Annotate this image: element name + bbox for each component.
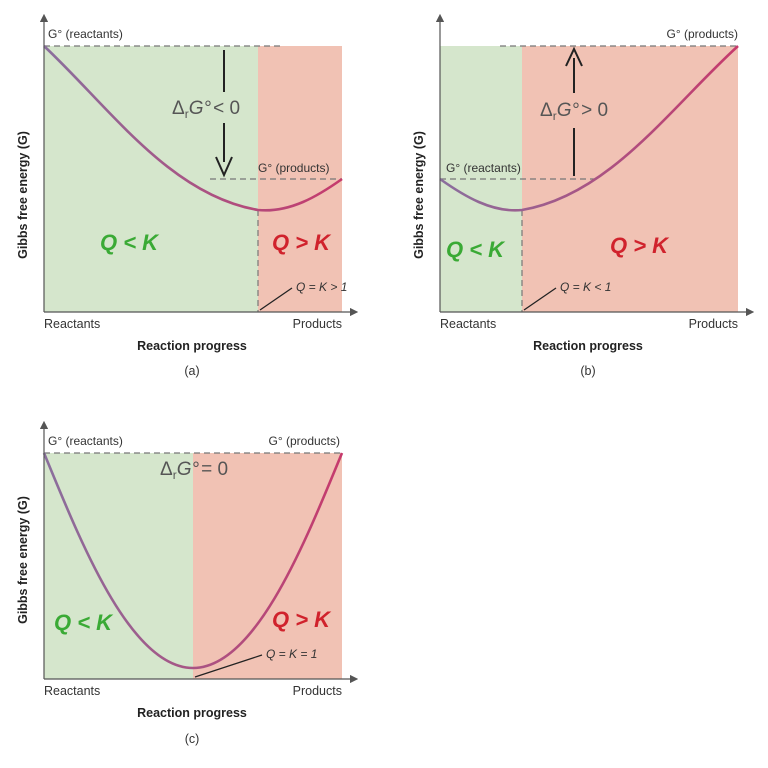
panel-b: ΔrG° > 0 G° (products) G° (reactants) Q <… <box>412 13 755 378</box>
g-reactants-label-c: G° (reactants) <box>48 434 123 448</box>
x-start-label-c: Reactants <box>44 684 100 698</box>
equilibrium-label-a: Q = K > 1 <box>296 280 347 294</box>
gibbs-curve-a <box>43 45 343 212</box>
caption-c: (c) <box>185 732 200 746</box>
q-greater-k-label-c: Q > K <box>272 607 332 632</box>
x-axis-title-b: Reaction progress <box>533 339 643 353</box>
gibbs-curve-b <box>439 45 739 212</box>
x-end-label-c: Products <box>293 684 342 698</box>
panel-c: ΔrG° = 0 G° (reactants) G° (products) Q <… <box>16 420 359 746</box>
equilibrium-pointer-b <box>523 287 557 311</box>
caption-a: (a) <box>184 364 199 378</box>
g-products-label-b: G° (products) <box>667 27 738 41</box>
x-axis-title-a: Reaction progress <box>137 339 247 353</box>
region-q-greater-k-c <box>193 453 342 679</box>
q-greater-k-label-a: Q > K <box>272 230 332 255</box>
x-start-label-b: Reactants <box>440 317 496 331</box>
y-axis-title-a: Gibbs free energy (G) <box>16 131 30 259</box>
q-less-k-label-b: Q < K <box>446 237 506 262</box>
x-start-label-a: Reactants <box>44 317 100 331</box>
region-q-less-k-c <box>44 453 193 679</box>
g-reactants-label-a: G° (reactants) <box>48 27 123 41</box>
delta-g-label-c: ΔrG° = 0 <box>160 459 228 482</box>
gibbs-curve-c <box>42 452 344 670</box>
g-reactants-label-b: G° (reactants) <box>446 161 521 175</box>
g-products-label-c: G° (products) <box>269 434 340 448</box>
q-less-k-label-c: Q < K <box>54 610 114 635</box>
delta-g-label-b: ΔrG° > 0 <box>540 100 608 123</box>
y-axis-title-b: Gibbs free energy (G) <box>412 131 426 259</box>
region-q-greater-k-b <box>522 46 738 312</box>
caption-b: (b) <box>580 364 595 378</box>
y-axis-title-c: Gibbs free energy (G) <box>16 496 30 624</box>
delta-arrowhead-b <box>565 46 583 67</box>
delta-arrowhead-a <box>215 156 233 178</box>
panel-a: ΔrG° < 0 G° (reactants) G° (products) Q <… <box>16 13 359 378</box>
q-greater-k-label-b: Q > K <box>610 233 670 258</box>
equilibrium-label-b: Q = K < 1 <box>560 280 611 294</box>
q-less-k-label-a: Q < K <box>100 230 160 255</box>
x-end-label-a: Products <box>293 317 342 331</box>
equilibrium-pointer-c <box>194 654 263 678</box>
x-end-label-b: Products <box>689 317 738 331</box>
g-products-label-a: G° (products) <box>258 161 329 175</box>
x-axis-title-c: Reaction progress <box>137 706 247 720</box>
delta-g-label-a: ΔrG° < 0 <box>172 98 240 121</box>
equilibrium-label-c: Q = K = 1 <box>266 647 317 661</box>
equilibrium-pointer-a <box>259 287 293 311</box>
